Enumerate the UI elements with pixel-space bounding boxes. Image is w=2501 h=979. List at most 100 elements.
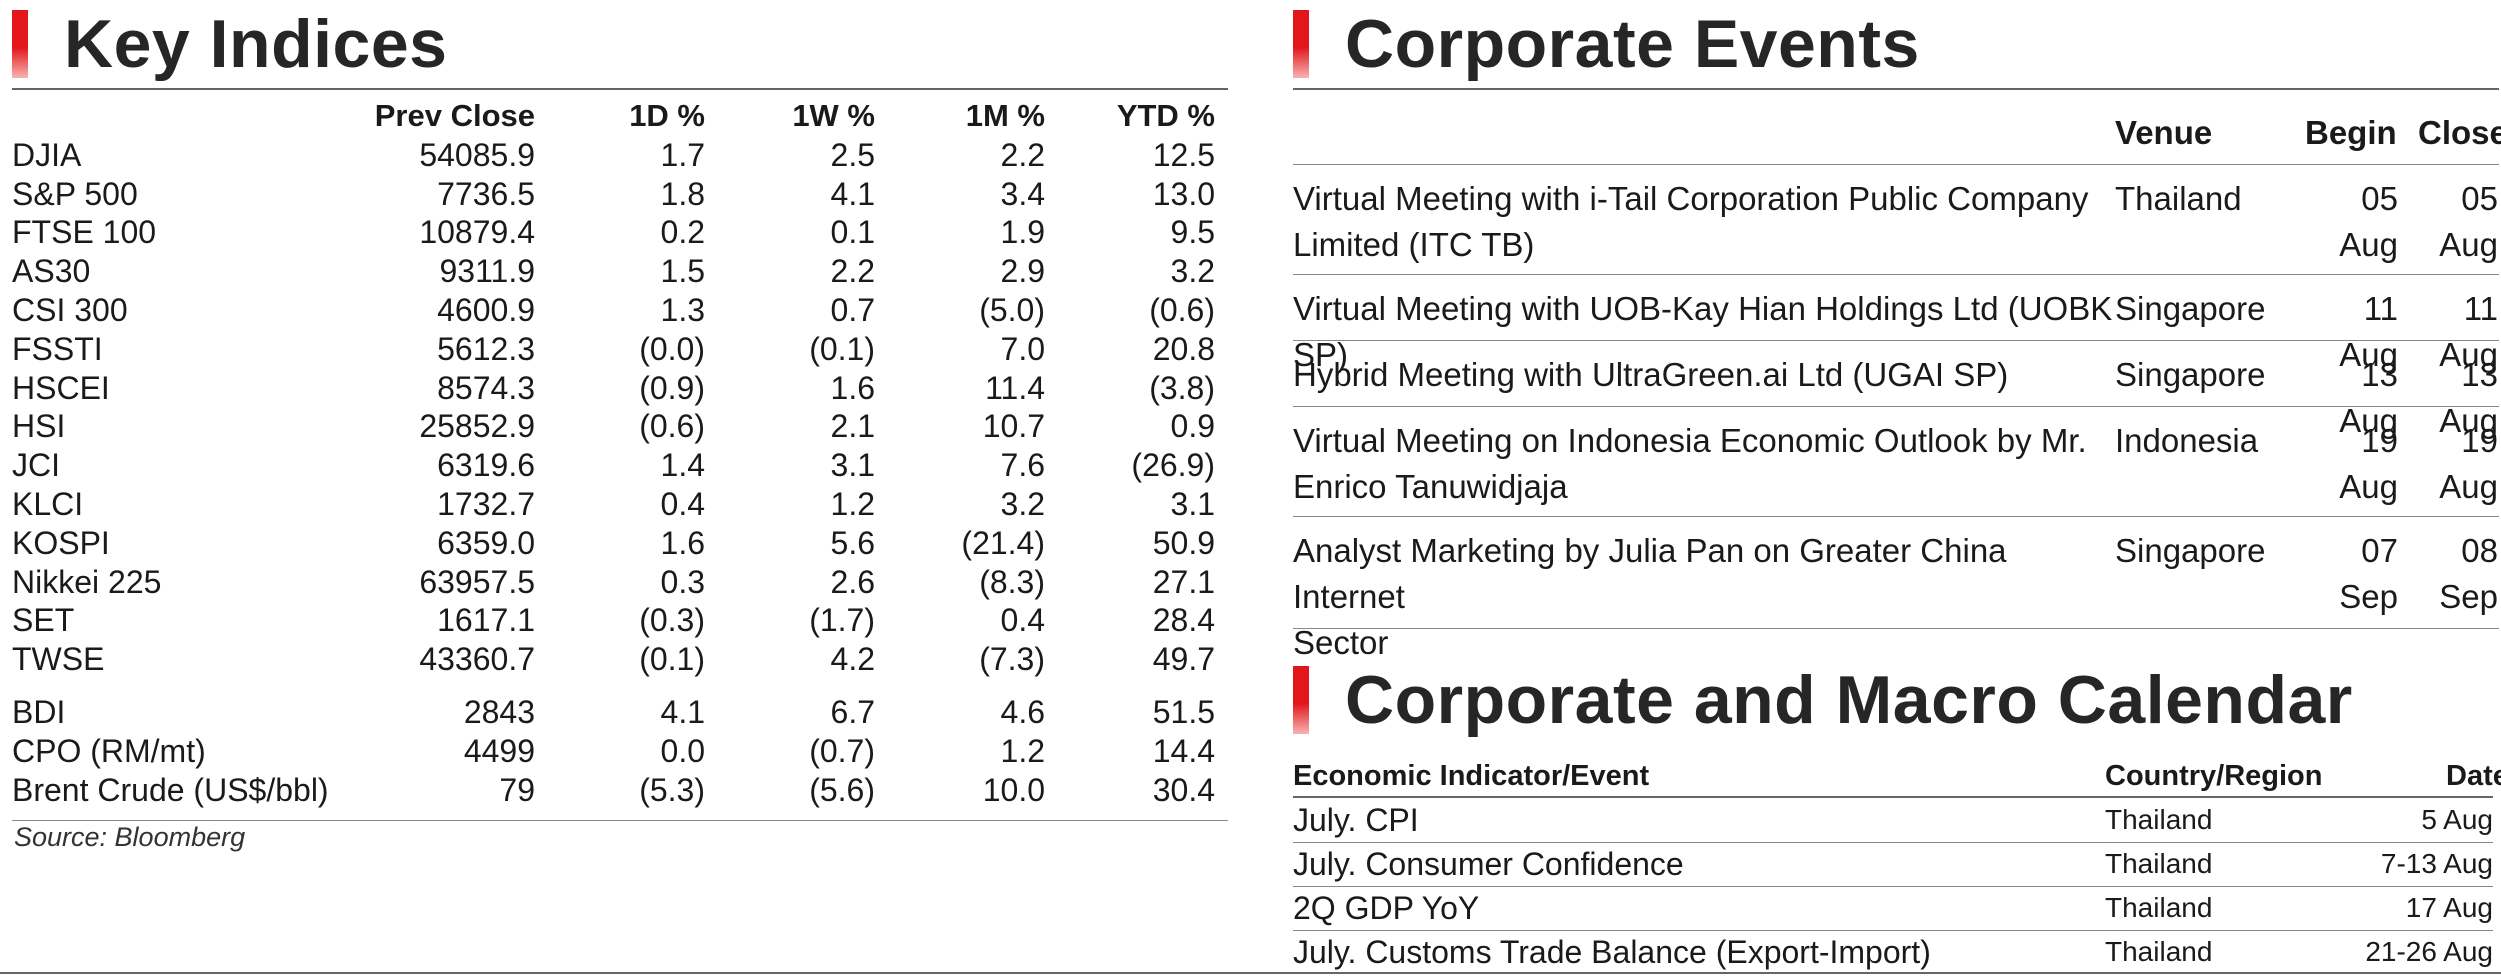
calendar-row: July. CPI Thailand 5 Aug [1293,798,2493,842]
event-row-rule [1293,406,2499,407]
event-line-2: Sector [1293,624,1389,661]
row-name: JCI [12,447,60,484]
change-1d-cell: (0.1) [639,641,705,678]
change-1d-cell: (0.3) [639,602,705,639]
key-indices-title: Key Indices [64,6,448,82]
change-ytd-cell: 28.4 [1152,602,1215,639]
prev-close-cell: 4499 [463,732,535,769]
calendar-country-cell: Thailand [2105,892,2213,923]
event-description: Virtual Meeting on Indonesia Economic Ou… [1293,418,2113,510]
change-1w-cell: 1.6 [830,369,875,406]
change-ytd-cell: 12.5 [1152,136,1215,173]
header-date: Date [2446,760,2501,792]
calendar-row-rule [1293,930,2493,931]
event-row-rule [1293,274,2499,275]
change-ytd-cell: 51.5 [1152,694,1215,731]
index-row: CSI 300 4600.9 1.3 0.7 (5.0) (0.6) [12,291,1224,330]
change-1m-cell: 10.0 [982,771,1045,808]
change-1w-cell: (0.7) [809,732,875,769]
event-row-rule [1293,340,2499,341]
calendar-row-rule [1293,886,2493,887]
change-1m-cell: 1.9 [1000,214,1045,251]
calendar-row: July. Consumer Confidence Thailand 7-13 Au… [1293,842,2493,886]
commodity-row: Brent Crude (US$/bbl) 79 (5.3) (5.6) 10.0 30.… [12,771,1224,810]
calendar-row: 2Q GDP YoY Thailand 17 Aug [1293,886,2493,930]
calendar-header-rule [1293,796,2493,798]
event-description: Hybrid Meeting with UltraGreen.ai Ltd (U… [1293,352,2113,398]
event-line-1: Hybrid Meeting with UltraGreen.ai Ltd (U… [1293,356,2009,393]
key-indices-top-rule [12,88,1228,90]
venue-cell: Singapore [2115,532,2266,569]
header-1w: 1W % [792,98,875,133]
change-1m-cell: 0.4 [1000,602,1045,639]
change-1m-cell: 7.6 [1000,447,1045,484]
row-name: Brent Crude (US$/bbl) [12,771,329,808]
begin-date-cell: 11 Aug [2339,290,2398,373]
prev-close-cell: 1617.1 [437,602,535,639]
prev-close-cell: 43360.7 [419,641,535,678]
row-name: SET [12,602,75,639]
change-1d-cell: 1.8 [660,175,705,212]
change-1m-cell: (8.3) [979,563,1045,600]
corporate-events-heading: Corporate Events [1293,10,1920,78]
change-ytd-cell: 49.7 [1152,641,1215,678]
calendar-country-cell: Thailand [2105,804,2213,835]
change-1w-cell: 0.1 [830,214,875,251]
header-ytd: YTD % [1116,98,1215,133]
event-line-1: Analyst Marketing by Julia Pan on Greate… [1293,532,2007,615]
index-row: FTSE 100 10879.4 0.2 0.1 1.9 9.5 [12,214,1224,253]
change-ytd-cell: 9.5 [1170,214,1215,251]
event-row-rule [1293,516,2499,517]
calendar-date-cell: 5 Aug [2421,804,2493,835]
index-row: HSCEI 8574.3 (0.9) 1.6 11.4 (3.8) [12,369,1224,408]
change-1m-cell: (21.4) [961,524,1045,561]
change-1m-cell: 3.2 [1000,486,1045,523]
row-name: FSSTI [12,330,103,367]
index-row: AS30 9311.9 1.5 2.2 2.9 3.2 [12,252,1224,291]
change-1d-cell: (5.3) [639,771,705,808]
change-1w-cell: 2.1 [830,408,875,445]
change-ytd-cell: 0.9 [1170,408,1215,445]
prev-close-cell: 6319.6 [437,447,535,484]
commodity-row: CPO (RM/mt) 4499 0.0 (0.7) 1.2 14.4 [12,732,1224,771]
change-1d-cell: 1.5 [660,253,705,290]
venue-cell: Indonesia [2115,422,2259,459]
change-1d-cell: 4.1 [660,694,705,731]
calendar-row: July. Customs Trade Balance (Export-Impo… [1293,930,2493,974]
change-1w-cell: 3.1 [830,447,875,484]
key-indices-table: Prev Close 1D % 1W % 1M % YTD % DJIA 5408… [12,96,1224,810]
prev-close-cell: 79 [499,771,535,808]
commodity-rows: BDI 2843 4.1 6.7 4.6 51.5 CPO (RM/mt) 4499 0.0 (0… [12,693,1224,809]
close-date-cell: 13 Aug [2439,356,2498,439]
venue-cell: Singapore [2115,290,2266,327]
event-line-1: Virtual Meeting with i-Tail Corporation … [1293,180,2089,217]
event-row-rule [1293,628,2499,629]
close-date-cell: 05 Aug [2439,180,2498,263]
calendar-event-cell: 2Q GDP YoY [1293,890,1480,926]
prev-close-cell: 6359.0 [437,524,535,561]
change-1w-cell: 1.2 [830,486,875,523]
change-1m-cell: 2.2 [1000,136,1045,173]
index-row: HSI 25852.9 (0.6) 2.1 10.7 0.9 [12,408,1224,447]
calendar-event-cell: July. Consumer Confidence [1293,846,1684,882]
header-begin: Begin [2305,114,2397,151]
change-1d-cell: 0.2 [660,214,705,251]
header-country-region: Country/Region [2105,760,2323,792]
change-ytd-cell: 3.1 [1170,486,1215,523]
prev-close-cell: 63957.5 [419,563,535,600]
event-line-1: Virtual Meeting with UOB-Kay Hian Holdin… [1293,290,2113,373]
row-name: HSI [12,408,66,445]
row-name: KLCI [12,486,84,523]
page-bottom-rule [0,972,2501,974]
begin-date-cell: 19 Aug [2339,422,2398,505]
change-1d-cell: 1.4 [660,447,705,484]
change-1w-cell: (1.7) [809,602,875,639]
key-indices-bottom-rule [12,820,1228,821]
change-1d-cell: (0.6) [639,408,705,445]
change-1m-cell: 7.0 [1000,330,1045,367]
corporate-events-title: Corporate Events [1345,6,1920,82]
heading-accent-bar [1293,666,1309,734]
change-1w-cell: 0.7 [830,292,875,329]
calendar-title: Corporate and Macro Calendar [1345,662,2353,738]
event-description: Analyst Marketing by Julia Pan on Greate… [1293,528,2113,666]
